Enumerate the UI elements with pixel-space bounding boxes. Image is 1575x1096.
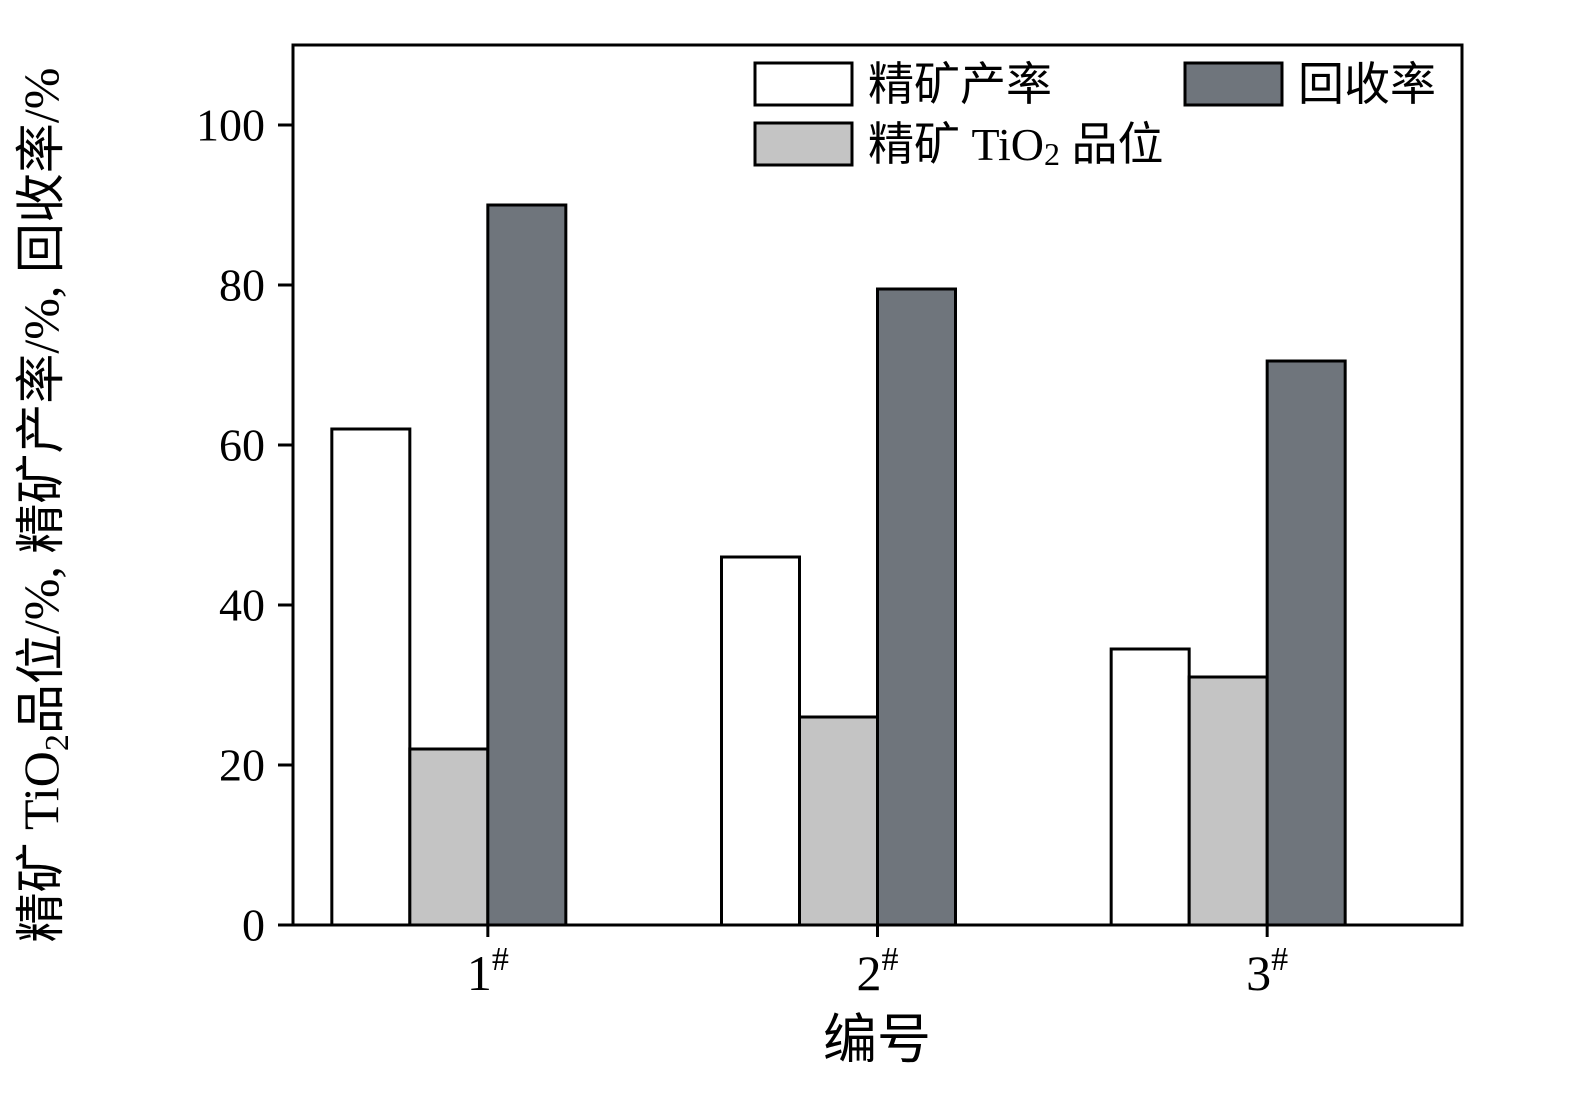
axes-layer: 0 20 40 60 80 100 1# 2# 3# 精矿 TiO2品位/%, 精矿产率/%, 回…	[13, 43, 1464, 1001]
bars-layer	[330, 203, 1347, 927]
x-axis-title: 编号	[823, 1010, 931, 1070]
x-tick-label: 3#	[1246, 941, 1288, 1001]
bar-精矿产率-1#	[330, 427, 412, 927]
bar-精矿 TiO2 品位-2#	[798, 715, 879, 927]
y-tick-label: 100	[196, 100, 265, 151]
legend-label: 精矿 TiO2 品位	[868, 119, 1163, 173]
legend-label: 回收率	[1298, 59, 1436, 110]
y-tick-label: 20	[219, 740, 265, 791]
x-tick-label: 1#	[467, 941, 509, 1001]
bar-精矿产率-3#	[1109, 647, 1191, 927]
y-tick-label: 80	[219, 260, 265, 311]
bar-精矿产率-2#	[720, 555, 801, 927]
legend-swatch-回收率	[1183, 61, 1284, 107]
x-tick-label: 2#	[857, 941, 899, 1001]
y-tick-label: 40	[219, 580, 265, 631]
bar-精矿 TiO2 品位-1#	[408, 747, 490, 927]
bar-回收率-2#	[876, 287, 957, 927]
legend-label: 精矿产率	[868, 59, 1052, 110]
legend-swatch-精矿产率	[753, 61, 854, 107]
bar-回收率-3#	[1265, 359, 1347, 927]
y-axis-title: 精矿 TiO2品位/%, 精矿产率/%, 回收率/%	[13, 68, 76, 943]
y-tick-label: 60	[219, 420, 265, 471]
y-tick-label: 0	[242, 900, 265, 951]
bar-回收率-1#	[486, 203, 568, 927]
bar-精矿 TiO2 品位-3#	[1187, 675, 1269, 927]
legend-swatch-精矿 TiO2 品位	[753, 121, 854, 167]
